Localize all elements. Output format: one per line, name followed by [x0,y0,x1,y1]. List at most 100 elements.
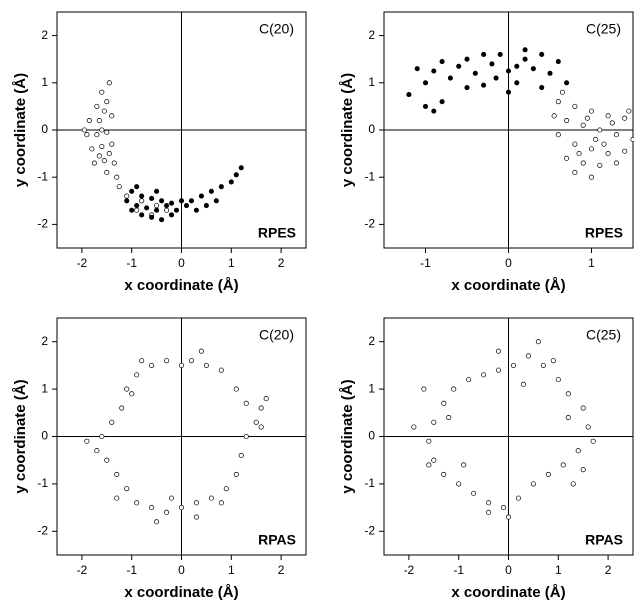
point [168,200,175,206]
point [104,169,110,176]
point [124,198,130,204]
point [584,115,590,121]
point [530,481,536,487]
point [585,424,591,430]
point [588,108,595,114]
point [572,169,578,176]
point [466,377,472,383]
x-tick-label: -1 [126,563,137,577]
point [104,457,110,463]
point [109,113,115,119]
point [555,59,561,65]
x-tick-label: 0 [178,563,185,577]
point [168,495,175,501]
point [422,103,429,109]
point [228,179,234,185]
point [233,172,239,178]
point [464,56,470,62]
point [159,198,165,204]
y-tick-label: 0 [368,429,375,443]
point [149,195,155,201]
point [193,514,199,520]
point [495,348,502,354]
point [208,188,214,194]
x-tick-label: -1 [420,256,431,270]
point [431,68,437,74]
point [104,129,110,135]
panel-method: RPAS [585,532,623,548]
point [99,433,105,440]
point [609,120,615,126]
point-group [124,165,244,223]
point [572,103,578,109]
point [193,500,199,506]
point [481,372,487,378]
point [486,500,492,506]
point [114,471,120,477]
point [101,108,107,114]
point [218,500,224,506]
point [588,174,595,180]
point [101,158,107,164]
x-tick-label: -1 [126,256,137,270]
point [99,89,105,95]
point [218,367,224,373]
point [464,84,470,91]
point [510,362,517,368]
point [564,155,570,161]
point [119,405,125,411]
point [622,148,628,154]
y-axis-label: y coordinate (Å) [339,379,356,493]
point [422,80,429,86]
point [613,132,619,138]
point-group [551,89,634,180]
y-tick-label: 1 [41,381,48,395]
point [164,358,170,364]
point-group [81,80,170,218]
x-tick-label: 2 [278,256,285,270]
y-tick-label: -2 [37,217,48,231]
point [109,141,115,147]
y-tick-label: -1 [364,476,375,490]
point [411,424,417,430]
point [580,467,586,473]
x-tick-label: 2 [278,563,285,577]
point [116,184,122,190]
point [590,438,596,444]
point [576,151,582,157]
point [441,400,447,406]
point [570,481,576,487]
point [605,113,611,119]
point [597,162,603,168]
x-tick-label: 1 [588,256,595,270]
point [178,198,185,204]
point [545,471,551,477]
point [129,391,135,397]
x-tick-label: -2 [77,563,88,577]
point [451,386,457,392]
point [414,66,420,72]
point [94,448,100,454]
point [84,438,90,444]
point [233,386,239,392]
x-axis-label: x coordinate (Å) [124,584,238,601]
point [183,202,190,209]
y-tick-label: 0 [368,122,375,136]
point [550,358,556,364]
point [588,146,595,152]
panel-label: C(20) [259,327,294,343]
point [94,103,100,109]
point [406,92,412,98]
point [111,160,117,166]
point [154,519,160,525]
point [559,89,566,95]
point [535,339,541,345]
point [114,495,120,501]
x-axis-label: x coordinate (Å) [451,277,565,294]
point [106,80,112,86]
point [96,118,102,124]
y-tick-label: 2 [368,334,375,348]
point [243,400,249,406]
x-tick-label: 0 [505,563,512,577]
